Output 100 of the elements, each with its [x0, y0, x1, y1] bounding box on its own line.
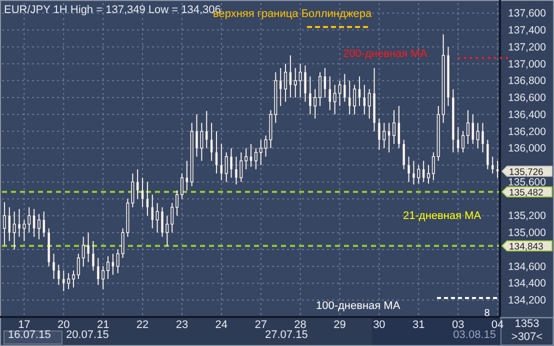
text: >307< [511, 331, 543, 343]
candlestick [328, 76, 331, 111]
candlestick [18, 208, 20, 238]
x-tick-label: 29 [334, 319, 346, 331]
candlestick [378, 118, 380, 150]
candlestick [141, 177, 144, 208]
candlestick [284, 63, 288, 102]
annotation: 200-дневная MA [343, 48, 428, 60]
candlestick [87, 232, 90, 263]
candlestick [37, 214, 40, 240]
candlestick [318, 72, 322, 106]
x-tick-label: 30 [373, 319, 386, 331]
candlestick [92, 240, 94, 272]
candlestick [224, 152, 228, 182]
candlestick [259, 139, 262, 166]
candlestick [102, 266, 105, 290]
annotation: 21-дневная MA [403, 210, 482, 222]
x-tick-label: 03 [452, 319, 464, 331]
ref-line-label: 135,482 [509, 187, 544, 198]
candlestick [398, 105, 400, 149]
candlestick [254, 148, 258, 170]
candlestick [58, 264, 60, 286]
candlestick [200, 122, 204, 162]
x-tick-label: 27 [254, 319, 267, 331]
candlestick [353, 84, 356, 115]
candlestick [196, 114, 198, 158]
candlestick [363, 84, 366, 115]
candlestick [368, 88, 371, 120]
candlestick [176, 190, 179, 216]
text: 03.08.15 [453, 329, 496, 341]
candlestick [456, 126, 460, 153]
text: 16.07.15 [8, 329, 51, 341]
y-tick-label: 135,200 [508, 210, 546, 222]
candlestick [230, 148, 232, 178]
text: 135,726 [509, 166, 544, 178]
text: 20.07.15 [66, 329, 109, 341]
candlestick [382, 122, 386, 149]
candlestick [235, 156, 238, 185]
candlestick [8, 206, 11, 242]
candlestick [244, 148, 248, 170]
y-tick-label: 134,600 [508, 260, 546, 273]
candlestick [28, 206, 31, 234]
candlestick [156, 202, 159, 234]
candlestick [186, 160, 188, 191]
candlestick [180, 173, 184, 200]
candlestick [279, 67, 282, 106]
candlestick [131, 173, 134, 208]
candlestick [426, 164, 430, 184]
y-tick-label: 135,000 [508, 227, 546, 240]
candlestick [170, 202, 174, 234]
candlestick [106, 256, 110, 280]
candlestick [166, 215, 169, 247]
candlestick [112, 253, 114, 276]
annotation: 8 [484, 308, 490, 319]
candlestick [358, 76, 361, 106]
candlestick [32, 208, 36, 238]
candlestick [417, 164, 420, 184]
y-tick-label: 136,000 [508, 142, 546, 155]
x-tick-label: 04 [491, 319, 504, 331]
candlestick [289, 54, 292, 98]
candlestick [67, 272, 70, 290]
candlestick [12, 210, 16, 250]
candlestick [250, 143, 252, 168]
y-tick-label: 137,200 [508, 41, 546, 54]
x-tick-label: 31 [412, 319, 425, 331]
candlestick [314, 88, 317, 120]
y-tick-label: 137,400 [508, 24, 546, 37]
candlestick [210, 122, 213, 162]
candlestick [482, 122, 484, 153]
candlestick [412, 160, 415, 185]
candlestick [408, 156, 410, 182]
text: 1353 [514, 318, 540, 330]
candlestick [304, 64, 306, 102]
candlestick [136, 168, 139, 200]
y-tick-label: 136,800 [508, 75, 546, 88]
candlestick [76, 253, 80, 280]
y-tick-label: 136,600 [508, 92, 546, 104]
candlestick [392, 110, 396, 144]
candlestick [161, 206, 164, 238]
candlestick [309, 76, 312, 115]
candlestick [97, 257, 100, 286]
candlestick [491, 156, 494, 174]
candlestick [82, 236, 85, 267]
candlestick [486, 139, 489, 170]
y-tick-label: 136,400 [508, 108, 546, 121]
candlestick [298, 63, 302, 98]
x-tick-label: 20 [58, 319, 70, 331]
y-tick-label: 135,600 [508, 176, 546, 188]
y-tick-label: 134,400 [508, 278, 546, 290]
candlestick [220, 143, 223, 181]
candlestick [52, 253, 55, 280]
candlestick [116, 248, 120, 274]
x-tick-label: 23 [176, 319, 188, 331]
candlestick [240, 152, 243, 182]
candlestick [476, 122, 480, 149]
x-tick-label: 24 [215, 319, 228, 331]
candlestick [466, 110, 470, 144]
x-tick-label: 28 [294, 319, 306, 331]
candlestick [146, 181, 149, 216]
text: 27.07.15 [265, 329, 308, 341]
